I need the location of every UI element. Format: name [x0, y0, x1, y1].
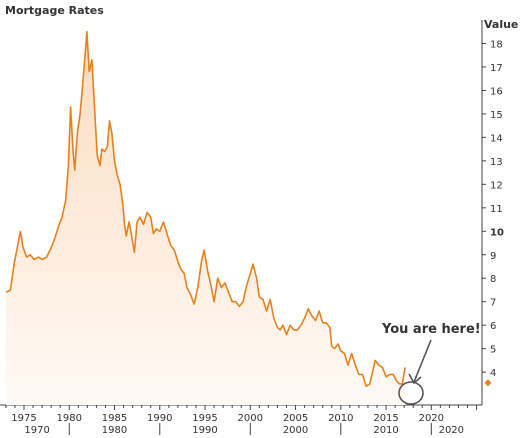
x-axis: 1975 1980 1985 1990 1995 2000 2005 2010 2015 2020	[0, 404, 482, 424]
y-tick-label: 9	[490, 251, 496, 262]
decade-label: 2020	[439, 425, 464, 436]
y-tick-label: 13	[490, 157, 503, 168]
series-line	[5, 30, 406, 387]
y-tick-label: 14	[490, 133, 503, 144]
y-axis: 4 5 6 7 8 9 10 11 12 13 14 15 16 17 18	[481, 20, 504, 405]
y-tick-label: 17	[490, 63, 503, 74]
y-tick-label: 8	[490, 274, 496, 285]
y-tick-label: 10	[490, 227, 504, 238]
x-tick-label: 1985	[102, 413, 127, 424]
x-tick-label: 1990	[147, 413, 172, 424]
annotation-circle	[398, 381, 424, 405]
y-tick-label: 6	[490, 321, 496, 332]
annotation-text: You are here!	[381, 322, 481, 337]
x-tick-label: 2005	[283, 413, 308, 424]
decade-label: 2010	[373, 425, 398, 436]
y-tick-label: 12	[490, 180, 503, 191]
y-tick-label: 4	[490, 368, 496, 379]
y-tick-label: 16	[490, 86, 503, 97]
x-tick-label: 2015	[373, 413, 398, 424]
series-area	[5, 31, 406, 405]
decade-label: 2000	[283, 425, 308, 436]
chart-title: Mortgage Rates	[5, 4, 104, 17]
x-tick-label: 1995	[192, 413, 217, 424]
last-value-marker	[484, 379, 492, 387]
y-tick-label: 7	[490, 298, 496, 309]
annotation-arrow	[413, 339, 432, 383]
y-tick-label: 11	[490, 204, 503, 215]
x-tick-label: 2000	[238, 413, 263, 424]
y-tick-label: 15	[490, 110, 503, 121]
decade-label: 1990	[192, 425, 217, 436]
x-tick-label: 2010	[328, 413, 353, 424]
decade-label: 1980	[102, 425, 127, 436]
x-tick-label: 1975	[11, 413, 36, 424]
x-tick-label: 1980	[57, 413, 82, 424]
y-tick-label: 18	[490, 39, 503, 50]
x-tick-label: 2020	[419, 413, 444, 424]
y-tick-label: 5	[490, 345, 496, 356]
x-decade-axis: 1970 1980 1990 2000 2010 2020	[24, 423, 464, 436]
y-axis-label: Value	[484, 18, 518, 31]
annotation: You are here!	[381, 322, 481, 405]
decade-label: 1970	[24, 425, 49, 436]
